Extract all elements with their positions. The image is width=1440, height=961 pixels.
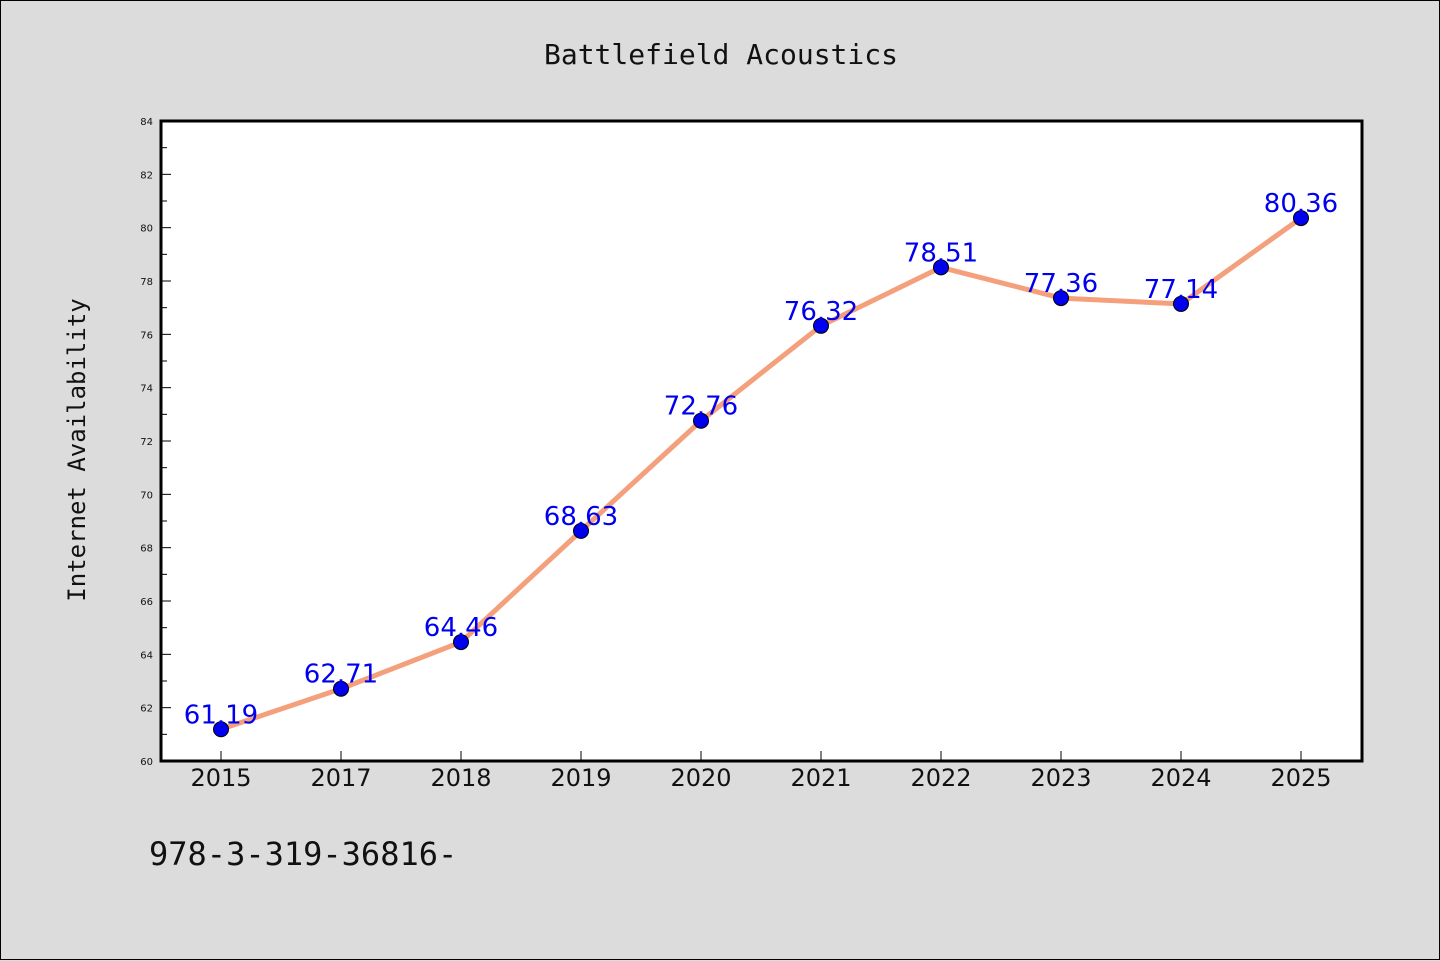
x-tick-label: 2021 — [790, 764, 851, 792]
data-point — [453, 634, 469, 651]
y-tick-label: 84 — [140, 117, 153, 128]
y-tick-label: 62 — [140, 704, 153, 715]
data-label: 77.14 — [1144, 275, 1218, 305]
y-tick-label: 78 — [140, 277, 153, 288]
data-point — [693, 412, 709, 429]
data-point — [1053, 290, 1069, 307]
y-tick-label: 74 — [140, 384, 153, 395]
data-label: 64.46 — [424, 613, 498, 643]
data-label: 78.51 — [904, 238, 978, 268]
x-tick-label: 2015 — [190, 764, 251, 792]
y-tick-label: 76 — [140, 330, 153, 341]
x-tick-label: 2018 — [430, 764, 491, 792]
y-tick-label: 60 — [140, 757, 153, 768]
series-layer — [213, 210, 1309, 738]
data-label: 77.36 — [1024, 269, 1098, 299]
data-point — [213, 721, 229, 738]
y-tick-label: 70 — [140, 490, 153, 501]
data-label: 72.76 — [664, 392, 738, 422]
x-tick-label: 2020 — [670, 764, 731, 792]
x-tick-label: 2023 — [1030, 764, 1091, 792]
data-labels: 61.19 62.71 64.46 68.63 72.76 76.32 78.51 77.36… — [184, 189, 1338, 730]
data-label: 61.19 — [184, 700, 258, 730]
y-tick-label: 80 — [140, 224, 153, 235]
x-tick-label: 2019 — [550, 764, 611, 792]
data-point — [933, 259, 949, 276]
data-label: 76.32 — [784, 297, 858, 327]
x-tick-label: 2024 — [1150, 764, 1211, 792]
y-tick-label: 82 — [140, 170, 153, 181]
y-tick-label: 64 — [140, 650, 153, 661]
y-axis: 60 62 64 66 68 70 72 74 76 78 80 82 84 — [140, 117, 171, 768]
x-tick-label: 2022 — [910, 764, 971, 792]
y-tick-label: 68 — [140, 544, 153, 555]
y-axis-label: Internet Availability — [63, 298, 91, 601]
data-point — [1293, 210, 1309, 227]
series-line — [218, 215, 1304, 732]
data-label: 68.63 — [544, 502, 618, 532]
x-tick-label: 2025 — [1270, 764, 1331, 792]
y-tick-label: 66 — [140, 597, 153, 608]
data-label: 62.71 — [304, 660, 378, 690]
chart-title: Battlefield Acoustics — [544, 38, 898, 71]
data-point — [573, 522, 589, 539]
footer-text: 978-3-319-36816- — [149, 835, 457, 873]
data-label: 80.36 — [1264, 189, 1338, 219]
data-point — [813, 317, 829, 334]
plot-area — [159, 119, 1364, 763]
y-tick-label: 72 — [140, 437, 153, 448]
data-point — [333, 680, 349, 697]
data-point — [1173, 295, 1189, 312]
x-axis: 2015 2017 2018 2019 2020 2021 2022 2023 2024 2025 — [190, 751, 1332, 792]
x-tick-label: 2017 — [310, 764, 371, 792]
